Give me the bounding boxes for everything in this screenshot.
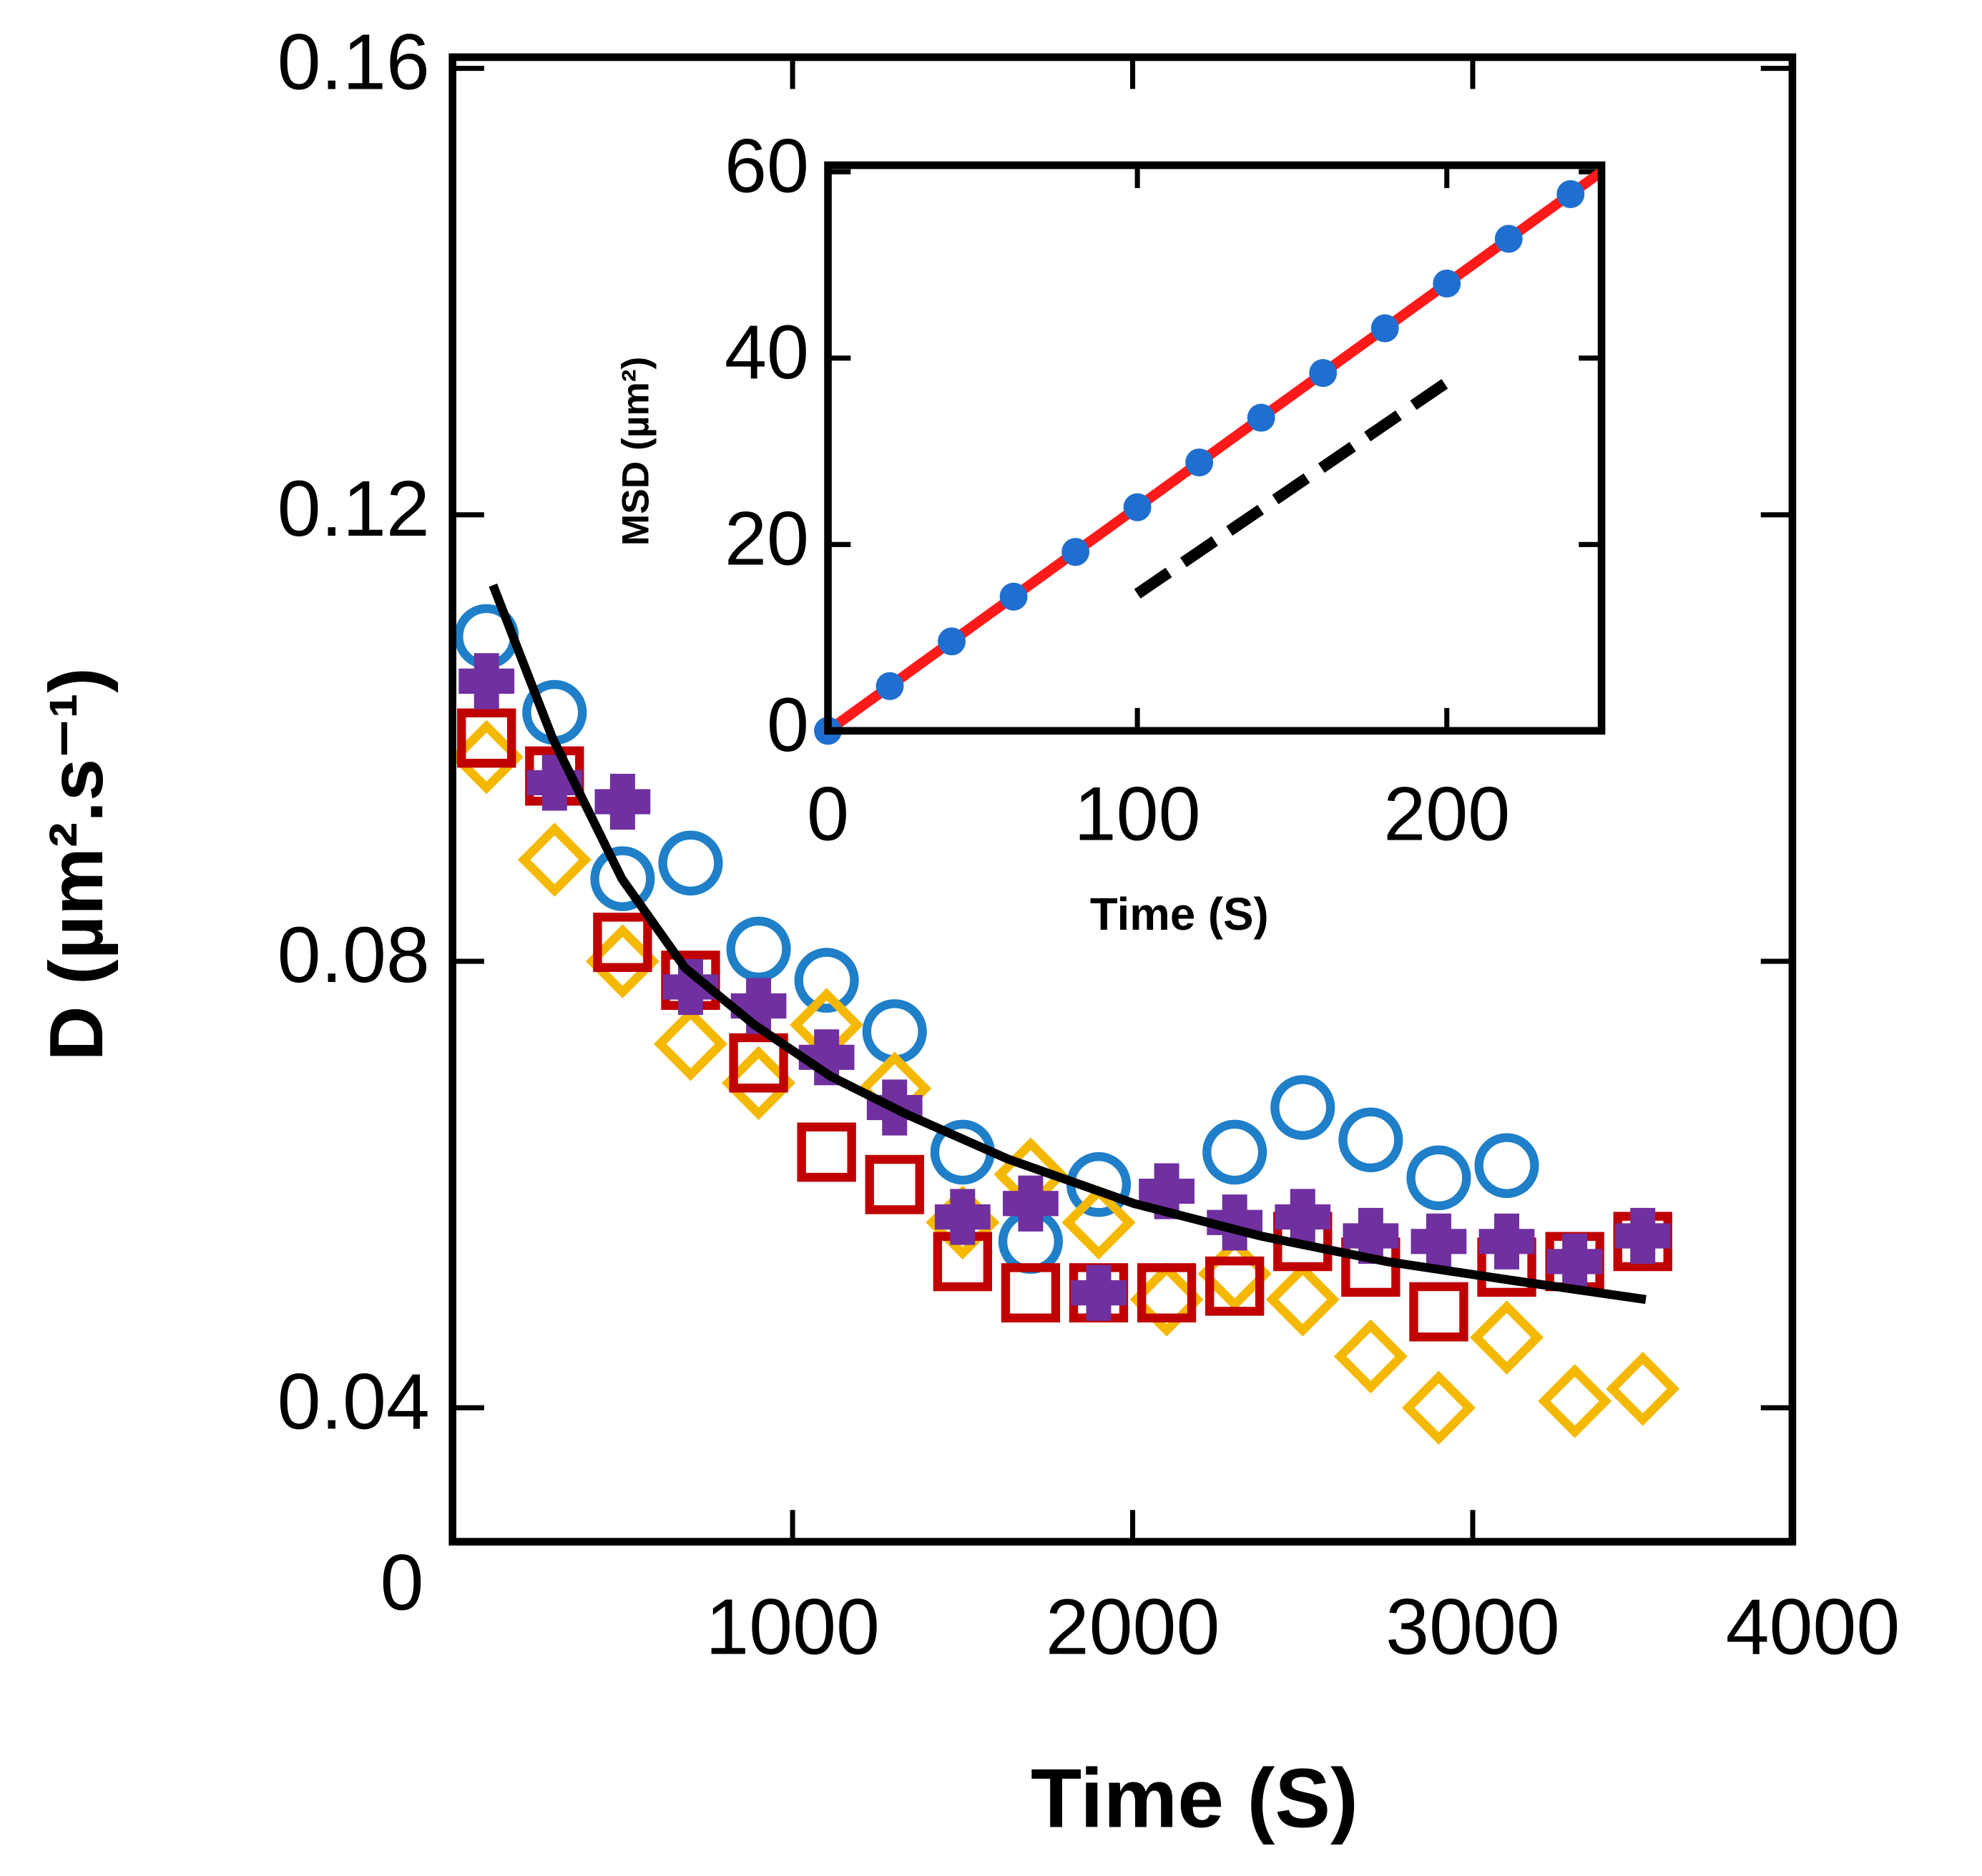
circle-marker	[658, 830, 723, 896]
y-tick-label: 0.08	[278, 912, 430, 999]
diamond-marker	[517, 822, 592, 897]
cross-marker	[1546, 1233, 1603, 1290]
y-tick-label: 0.12	[278, 466, 430, 553]
y-tick-label: 0.04	[278, 1358, 430, 1445]
diamond-marker	[449, 720, 524, 795]
cross-marker	[594, 773, 651, 830]
cross-marker	[1071, 1264, 1127, 1321]
y-tick-label: 40	[725, 310, 809, 395]
x-tick-label: 1000	[705, 1583, 880, 1671]
cross-marker	[730, 978, 787, 1034]
x-tick-label: 4000	[1726, 1583, 1900, 1671]
fit-line	[489, 583, 1647, 1305]
dot-marker	[1370, 314, 1399, 343]
dot-marker	[1061, 538, 1090, 566]
fit-line	[1134, 377, 1451, 599]
y-axis-label: MSD (µm²)	[615, 357, 657, 546]
circle-marker	[1406, 1145, 1471, 1211]
diamond-marker	[1538, 1364, 1612, 1438]
plot-frame	[824, 161, 1606, 735]
y-tick-label: 20	[725, 496, 809, 581]
x-tick-label: 3000	[1385, 1583, 1560, 1671]
x-tick-label: 2000	[1046, 1583, 1220, 1671]
diamond-marker	[1265, 1262, 1340, 1337]
dot-marker	[999, 582, 1028, 611]
cross-marker	[1614, 1207, 1671, 1264]
diamond-marker	[653, 1006, 727, 1081]
x-tick-label: 0	[807, 771, 849, 856]
cross-marker	[526, 755, 583, 811]
cross-marker	[662, 958, 719, 1016]
square-marker	[729, 1033, 788, 1093]
dot-marker	[1247, 403, 1275, 432]
y-axis-label: D (µm².s⁻¹)	[34, 667, 119, 1061]
square-marker	[457, 708, 516, 768]
dot-marker	[938, 627, 966, 656]
dot-marker	[1123, 493, 1152, 521]
y-tick-label: 0.16	[278, 19, 430, 106]
dot-marker	[1494, 225, 1523, 253]
square-marker	[593, 913, 652, 972]
diamond-marker	[1333, 1319, 1408, 1394]
circle-marker	[1270, 1075, 1335, 1140]
cross-marker	[458, 653, 515, 709]
diamond-marker	[1401, 1370, 1476, 1445]
x-tick-label: 200	[1383, 771, 1510, 856]
x-tick-label: 0	[381, 1539, 424, 1626]
x-tick-label: 100	[1074, 771, 1201, 856]
diamond-marker	[1061, 1185, 1136, 1260]
cross-marker	[1478, 1213, 1535, 1270]
square-marker	[1409, 1282, 1468, 1342]
diamond-marker	[1470, 1300, 1544, 1375]
diamond-marker	[1129, 1262, 1204, 1337]
y-tick-label: 0	[767, 682, 809, 767]
diamond-marker	[722, 1046, 796, 1121]
square-marker	[1001, 1263, 1061, 1323]
square-marker	[865, 1154, 924, 1214]
cross-marker	[798, 1029, 855, 1086]
diamond-marker	[1606, 1352, 1680, 1426]
cross-marker	[1207, 1194, 1263, 1251]
cross-marker	[1275, 1189, 1331, 1245]
circle-marker	[1338, 1107, 1403, 1173]
circle-marker	[862, 999, 927, 1064]
x-axis-label: Time (S)	[1031, 1751, 1358, 1845]
circle-marker	[726, 916, 791, 982]
dot-marker	[1556, 180, 1585, 208]
square-marker	[797, 1122, 856, 1182]
y-tick-label: 60	[725, 123, 809, 208]
square-marker	[1205, 1256, 1265, 1316]
circle-marker	[1474, 1133, 1539, 1199]
cross-marker	[1003, 1175, 1059, 1232]
circle-marker	[590, 846, 655, 911]
dot-marker	[1309, 359, 1338, 388]
dot-marker	[1433, 269, 1461, 298]
dot-marker	[1185, 448, 1214, 477]
dot-marker	[875, 672, 904, 700]
cross-marker	[1411, 1213, 1467, 1270]
circle-marker	[1202, 1119, 1267, 1185]
cross-marker	[1343, 1207, 1399, 1264]
circle-marker	[794, 948, 859, 1013]
diamond-marker	[585, 924, 659, 998]
cross-marker	[934, 1189, 991, 1245]
cross-marker	[1139, 1163, 1194, 1219]
x-axis-label: Time (S)	[1090, 888, 1269, 940]
plot-frame	[448, 53, 1797, 1546]
square-marker	[1137, 1263, 1197, 1323]
